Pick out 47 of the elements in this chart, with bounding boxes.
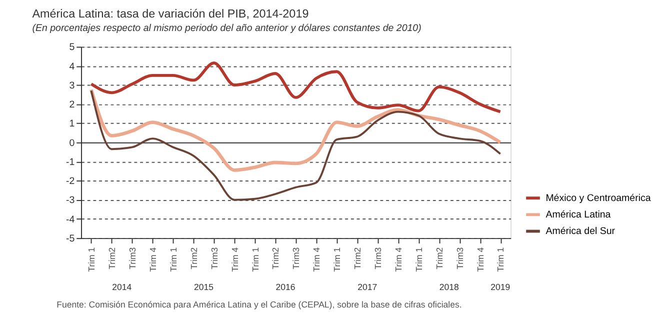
line-series (90, 88, 502, 172)
x-tick-label: Trim3 (373, 247, 384, 270)
y-tick-label: -5 (66, 233, 76, 244)
text: 2018 (439, 282, 460, 292)
text: 2015 (194, 282, 214, 292)
y-tick-label: 0 (69, 138, 76, 149)
text: 2019 (490, 282, 510, 292)
y-tick-label: -2 (66, 176, 75, 188)
x-tick-label: Trim 1 (414, 247, 424, 272)
x-tick-label: Trim 4 (393, 247, 404, 272)
text: 2016 (276, 282, 296, 292)
text: 2017 (358, 282, 378, 292)
legend-label: México y Centroamérica (546, 192, 652, 204)
x-tick-label: Trim 4 (230, 247, 240, 272)
x-tick-label: Trim2 (434, 247, 444, 270)
source-note: Fuente: Comisión Económica para América Latina y el Caribe (CEPAL), sobre la base de cifras oficiales. (56, 299, 462, 310)
x-tick-label: Trim 1 (332, 247, 342, 272)
y-tick-label: 5 (69, 42, 76, 54)
x-tick-label: Trim3 (291, 247, 302, 270)
x-tick-label: Trim2 (270, 247, 281, 270)
x-tick-label: Trim 1 (86, 247, 97, 272)
line-series (90, 62, 502, 114)
y-tick-label: -1 (66, 156, 75, 168)
y-tick-label: 3 (69, 80, 75, 92)
y-tick-label: 1 (69, 118, 75, 130)
x-tick-label: Trim 4 (475, 247, 486, 272)
x-tick-label: Trim 1 (250, 247, 260, 272)
chart-title: América Latina: tasa de variación del PIB, 2014-2019 (32, 7, 309, 20)
y-tick-label: -4 (66, 214, 76, 226)
x-tick-label: Trim 1 (168, 247, 178, 272)
y-tick-label: 4 (69, 61, 76, 72)
text: 2014 (112, 282, 132, 292)
x-tick-label: Trim 1 (496, 247, 506, 272)
x-tick-label: Trim 4 (312, 247, 322, 272)
y-tick-label: -3 (66, 195, 75, 206)
y-tick-label: 2 (69, 100, 75, 111)
x-tick-label: Trim3 (128, 247, 138, 270)
x-tick-label: Trim2 (107, 247, 118, 270)
legend-label: América del Sur (546, 226, 616, 238)
x-tick-label: Trim2 (188, 247, 199, 270)
x-tick-label: Trim3 (454, 247, 465, 270)
line-series (90, 90, 502, 201)
legend-label: América Latina (546, 210, 612, 221)
x-tick-label: Trim3 (209, 247, 220, 270)
x-tick-label: Trim 4 (148, 247, 158, 272)
chart-subtitle: (En porcentajes respecto al mismo periodo del año anterior y dólares constantes de 2010) (32, 23, 422, 34)
x-tick-label: Trim2 (352, 247, 363, 270)
